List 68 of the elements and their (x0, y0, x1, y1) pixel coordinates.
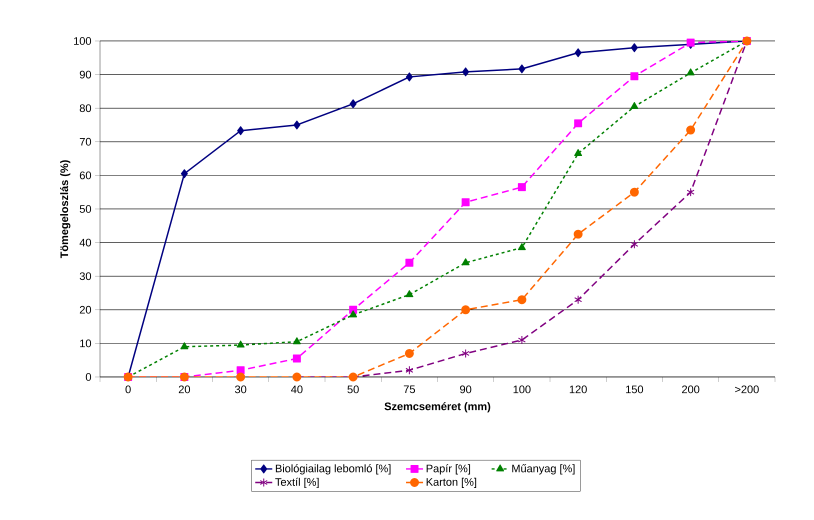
point (180, 342, 188, 350)
x-tick-label: 200 (682, 386, 700, 394)
point (518, 243, 526, 250)
y-tick-label: 20 (80, 306, 92, 314)
point (686, 126, 696, 135)
point (574, 230, 583, 239)
point (574, 48, 582, 58)
point (630, 43, 638, 52)
point (404, 348, 414, 358)
point (630, 102, 638, 109)
point (630, 188, 639, 197)
point (518, 336, 526, 345)
point (405, 290, 414, 298)
point (462, 258, 470, 266)
point (236, 372, 246, 382)
point (517, 295, 526, 304)
y-tick-label: 100 (74, 37, 92, 45)
x-tick-label: 50 (347, 386, 359, 394)
y-tick-label: 90 (80, 70, 92, 78)
y-tick-label: 40 (80, 238, 92, 246)
legend-label: Papír [%] (426, 464, 470, 474)
point (686, 188, 695, 197)
point (686, 68, 695, 76)
y-tick-label: 60 (80, 172, 92, 180)
point (574, 119, 582, 128)
legend-label: Textíl [%] (275, 478, 319, 488)
x-tick-label: >200 (735, 386, 759, 394)
y-tick-label: 0 (86, 373, 92, 381)
x-axis-title: Szemcseméret (mm) (384, 402, 490, 412)
point (518, 64, 526, 74)
point (349, 310, 358, 318)
point (237, 126, 244, 136)
point (462, 348, 470, 358)
y-axis-title: Tömegeloszlás (%) (60, 160, 70, 258)
y-tick-label: 80 (80, 104, 92, 112)
x-tick-label: 20 (178, 386, 190, 394)
y-tick-label: 50 (80, 205, 92, 213)
x-tick-label: 100 (514, 386, 531, 394)
point (405, 258, 414, 267)
point (518, 183, 526, 192)
legend-label: Műanyag [%] (512, 464, 575, 474)
x-tick-label: 30 (234, 386, 246, 394)
point (574, 149, 582, 156)
y-tick-label: 10 (80, 340, 92, 348)
x-tick-label: 0 (126, 386, 131, 394)
point (292, 354, 301, 362)
point (462, 198, 470, 206)
point (630, 240, 638, 249)
point (293, 120, 300, 130)
x-tick-label: 40 (291, 386, 303, 394)
x-tick-label: 150 (626, 386, 644, 394)
point (630, 72, 638, 80)
x-tick-label: 120 (570, 386, 587, 394)
point (406, 72, 413, 82)
legend-label: Biológiailag lebomló [%] (276, 464, 391, 474)
point (574, 295, 582, 304)
point (405, 366, 414, 375)
legend-label: Karton [%] (426, 478, 476, 488)
x-tick-label: 90 (460, 386, 472, 394)
point (180, 169, 188, 178)
point (462, 67, 470, 76)
point (292, 337, 301, 344)
point (236, 340, 245, 348)
y-tick-label: 30 (80, 272, 92, 280)
x-tick-label: 75 (404, 385, 416, 394)
y-tick-label: 70 (80, 138, 92, 146)
point (350, 99, 357, 108)
point (461, 305, 470, 314)
